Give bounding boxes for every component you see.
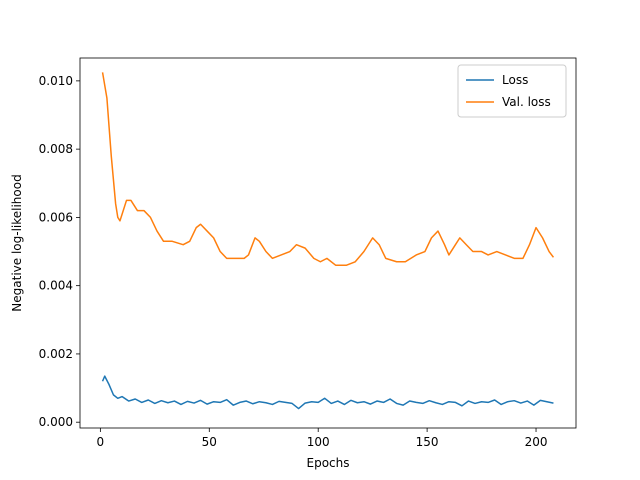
y-tick-label: 0.010	[39, 74, 73, 88]
y-tick-label: 0.006	[39, 210, 73, 224]
x-tick-label: 50	[202, 435, 217, 449]
x-tick-label: 100	[307, 435, 330, 449]
x-tick-label: 200	[525, 435, 548, 449]
x-tick-label: 150	[416, 435, 439, 449]
line-series	[101, 72, 555, 266]
legend-label: Val. loss	[502, 95, 551, 109]
axes-frame	[79, 57, 577, 429]
y-tick-label: 0.008	[39, 142, 73, 156]
legend-box	[457, 64, 567, 118]
legend-label: Loss	[502, 73, 528, 87]
y-tick-label: 0.000	[39, 415, 73, 429]
x-tick-label: 0	[97, 435, 105, 449]
x-axis-label: Epochs	[307, 456, 350, 470]
line-series	[101, 375, 554, 410]
y-axis-label: Negative log-likelihood	[10, 174, 24, 311]
y-tick-label: 0.004	[39, 279, 73, 293]
y-tick-label: 0.002	[39, 347, 73, 361]
